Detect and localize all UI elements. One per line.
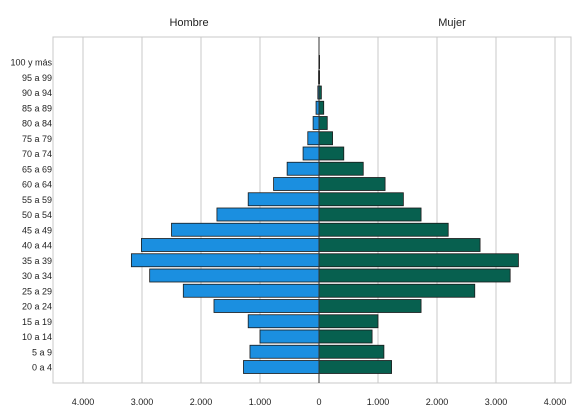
- bar-hombre: [243, 360, 320, 374]
- y-category-label: 55 a 59: [22, 195, 52, 205]
- bar-hombre: [171, 222, 320, 237]
- y-category-label: 45 a 49: [22, 225, 52, 235]
- bar-hombre: [141, 238, 320, 252]
- y-category-label: 70 a 74: [22, 149, 52, 159]
- bar-hombre: [247, 192, 320, 207]
- bar-mujer: [318, 222, 449, 237]
- plot-frame: [52, 36, 572, 384]
- y-category-label: 75 a 79: [22, 134, 52, 144]
- x-tick-label: 3.000: [131, 397, 154, 407]
- bar-hombre: [307, 131, 320, 146]
- x-tick-label: 2.000: [426, 397, 449, 407]
- bar-hombre: [182, 283, 320, 298]
- bar-hombre: [249, 344, 320, 359]
- bar-mujer: [318, 299, 422, 313]
- bar-mujer: [318, 344, 385, 359]
- bar-hombre: [216, 207, 320, 222]
- x-tick-label: 3.000: [485, 397, 508, 407]
- y-category-label: 5 a 9: [32, 347, 52, 357]
- panel-title-hombre: Hombre: [169, 17, 208, 29]
- y-category-label: 85 a 89: [22, 103, 52, 113]
- bar-mujer: [318, 360, 392, 374]
- y-category-label: 80 a 84: [22, 119, 52, 129]
- bar-mujer: [318, 100, 325, 115]
- bar-mujer: [318, 253, 519, 268]
- bar-mujer: [318, 161, 364, 176]
- bar-mujer: [318, 268, 511, 283]
- bar-hombre: [130, 253, 320, 268]
- bar-hombre: [302, 146, 320, 161]
- y-category-label: 100 y más: [10, 58, 52, 68]
- y-category-label: 15 a 19: [22, 317, 52, 327]
- y-category-label: 0 a 4: [32, 363, 52, 373]
- bar-mujer: [318, 131, 333, 146]
- y-category-label: 35 a 39: [22, 256, 52, 266]
- bar-mujer: [318, 314, 379, 329]
- bar-mujer: [318, 116, 328, 130]
- bar-hombre: [259, 329, 320, 344]
- bar-hombre: [213, 299, 320, 313]
- y-category-label: 65 a 69: [22, 164, 52, 174]
- y-category-label: 40 a 44: [22, 241, 52, 251]
- y-category-label: 60 a 64: [22, 180, 52, 190]
- bar-mujer: [318, 329, 373, 344]
- y-category-label: 90 a 94: [22, 88, 52, 98]
- x-tick-label: 4.000: [544, 397, 567, 407]
- bars-layer: [130, 55, 519, 374]
- bar-mujer: [318, 207, 422, 222]
- bar-mujer: [318, 192, 404, 207]
- x-tick-label: 1.000: [367, 397, 390, 407]
- panel-title-mujer: Mujer: [438, 17, 466, 29]
- bar-mujer: [318, 177, 386, 191]
- y-category-label: 10 a 14: [22, 332, 52, 342]
- x-tick-label: 0: [316, 397, 321, 407]
- bar-hombre: [273, 177, 320, 191]
- y-category-label: 20 a 24: [22, 302, 52, 312]
- x-tick-label: 1.000: [249, 397, 272, 407]
- bar-hombre: [247, 314, 320, 329]
- bar-mujer: [318, 283, 476, 298]
- y-category-label: 30 a 34: [22, 271, 52, 281]
- bar-hombre: [149, 268, 320, 283]
- y-category-label: 95 a 99: [22, 73, 52, 83]
- x-tick-label: 2.000: [190, 397, 213, 407]
- labels-layer: 4.000 3.000 2.000 1.000 0 1.000 2.000 3.000 4.00…: [10, 58, 566, 408]
- x-tick-label: 4.000: [72, 397, 95, 407]
- bar-mujer: [318, 238, 481, 252]
- y-category-label: 25 a 29: [22, 286, 52, 296]
- bar-hombre: [286, 161, 320, 176]
- y-category-label: 50 a 54: [22, 210, 52, 220]
- bar-hombre: [312, 116, 320, 130]
- bar-mujer: [318, 146, 345, 161]
